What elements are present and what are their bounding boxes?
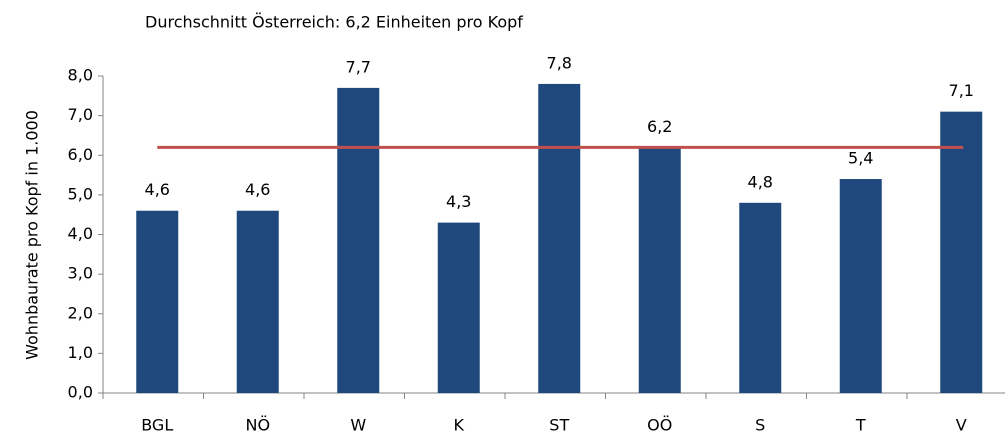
bar (437, 222, 480, 393)
y-tick-label: 6,0 (68, 145, 93, 164)
value-label: 7,8 (547, 53, 572, 72)
x-tick-label: W (350, 416, 366, 435)
y-tick-label: 1,0 (68, 343, 93, 362)
bar (136, 210, 179, 393)
bar (839, 179, 882, 393)
x-tick-label: S (755, 416, 765, 435)
y-tick-label: 3,0 (68, 264, 93, 283)
chart-title: Durchschnitt Österreich: 6,2 Einheiten p… (145, 13, 523, 32)
y-tick-label: 4,0 (68, 224, 93, 243)
bar (538, 83, 581, 394)
bar (638, 147, 681, 393)
bar (236, 210, 279, 393)
value-label: 4,6 (245, 180, 270, 199)
x-tick-label: T (855, 416, 866, 435)
x-tick-label: V (956, 416, 967, 435)
bar (940, 111, 983, 393)
value-label: 7,1 (949, 81, 974, 100)
y-tick-label: 2,0 (68, 303, 93, 322)
y-tick-label: 8,0 (68, 66, 93, 85)
x-tick-label: OÖ (647, 416, 672, 435)
y-tick-label: 0,0 (68, 383, 93, 402)
x-tick-label: NÖ (245, 416, 270, 435)
value-label: 5,4 (848, 149, 873, 168)
value-label: 4,6 (145, 180, 170, 199)
bar (337, 87, 380, 393)
value-label: 6,2 (647, 117, 672, 136)
x-tick-label: ST (549, 416, 569, 435)
x-tick-label: BGL (141, 416, 173, 435)
value-label: 4,8 (748, 172, 773, 191)
value-label: 7,7 (346, 57, 371, 76)
bar (739, 202, 782, 393)
y-tick-label: 7,0 (68, 105, 93, 124)
x-tick-label: K (454, 416, 465, 435)
y-axis-label: Wohnbaurate pro Kopf in 1.000 (23, 110, 42, 360)
y-tick-label: 5,0 (68, 184, 93, 203)
value-label: 4,3 (446, 192, 471, 211)
